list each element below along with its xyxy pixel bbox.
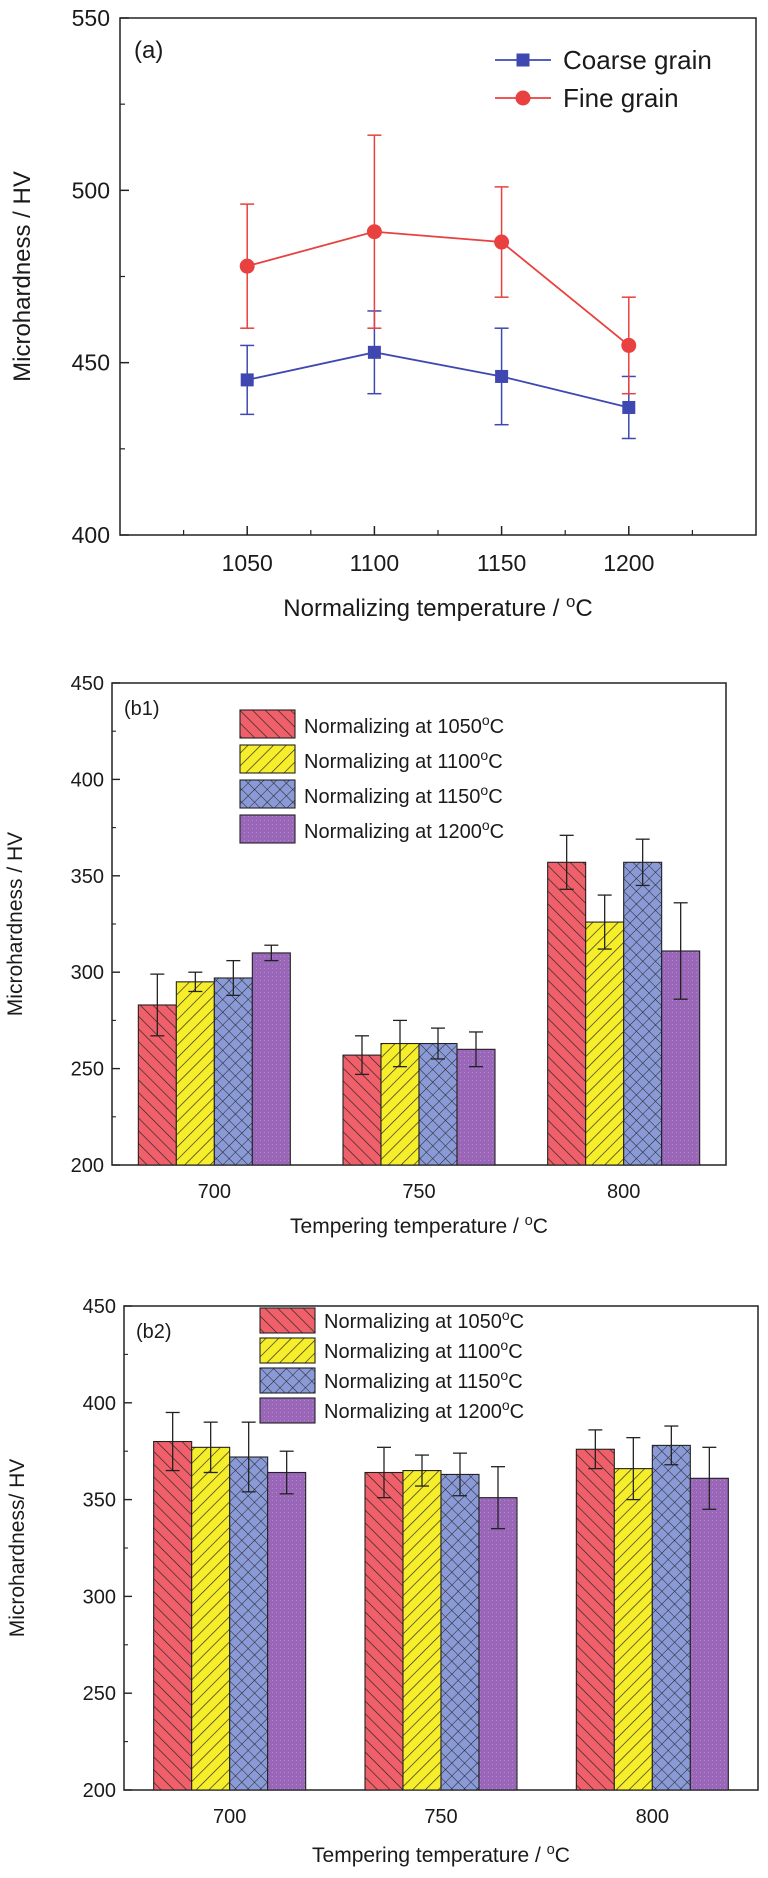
y-tick-label: 200	[71, 1155, 104, 1177]
x-tick-label: 1100	[350, 550, 399, 576]
x-axis-title: Normalizing temperature / oC	[283, 592, 592, 623]
y-axis-title: Microhardness/ HV	[6, 1459, 29, 1638]
bar	[585, 921, 625, 1166]
bar	[613, 1468, 653, 1791]
x-axis-title: Tempering temperature / oC	[290, 1213, 548, 1238]
y-tick-label: 350	[83, 1490, 116, 1512]
bar	[191, 1446, 231, 1791]
y-tick-label: 250	[71, 1059, 104, 1081]
legend-label: Normalizing at 1050oC	[324, 1307, 524, 1333]
bar	[267, 1471, 307, 1791]
series-line-1	[246, 230, 630, 347]
bar	[364, 1471, 404, 1791]
bar	[175, 981, 215, 1166]
x-tick-label: 750	[402, 1181, 435, 1203]
bar	[213, 977, 253, 1166]
x-tick-label: 700	[213, 1806, 246, 1828]
y-tick-label: 500	[72, 177, 110, 203]
bar	[623, 861, 663, 1166]
y-tick-label: 400	[72, 522, 110, 548]
legend-swatch	[259, 1397, 316, 1424]
y-tick-label: 450	[83, 1296, 116, 1318]
data-point-square	[367, 345, 381, 359]
x-tick-label: 800	[607, 1181, 640, 1203]
panel-label: (b2)	[136, 1321, 172, 1343]
legend-swatch	[259, 1337, 316, 1364]
legend-marker	[516, 53, 530, 67]
legend-swatch	[259, 1367, 316, 1394]
data-point-circle	[239, 258, 255, 274]
x-tick-label: 1200	[603, 550, 654, 576]
legend-swatch	[259, 1307, 316, 1334]
y-tick-label: 250	[83, 1683, 116, 1705]
series-line-0	[247, 351, 630, 409]
legend-label: Normalizing at 1200oC	[304, 817, 504, 843]
legend-label: Normalizing at 1100oC	[304, 747, 503, 773]
y-axis-title: Microhardness / HV	[9, 171, 36, 382]
legend-swatch	[239, 709, 296, 739]
bar	[229, 1456, 269, 1791]
legend-label: Normalizing at 1150oC	[304, 782, 503, 808]
panel-a-line-chart: 400 450 500 550 1050 1100 1150 1200 Normalizing …	[9, 5, 757, 623]
legend-marker	[515, 90, 531, 106]
x-tick-label: 800	[636, 1806, 669, 1828]
x-tick-label: 700	[198, 1181, 231, 1203]
data-point-square	[495, 369, 509, 383]
legend-swatch	[239, 779, 296, 809]
legend-label: Coarse grain	[563, 45, 712, 75]
y-tick-label: 400	[83, 1393, 116, 1415]
y-tick-label: 450	[72, 350, 110, 376]
legend-label: Normalizing at 1050oC	[304, 712, 504, 738]
x-axis-title: Tempering temperature / oC	[312, 1842, 570, 1867]
y-tick-label: 400	[71, 769, 104, 791]
y-axis-title: Microhardness / HV	[4, 832, 27, 1016]
panel-label: (a)	[134, 37, 163, 64]
bar	[478, 1497, 518, 1791]
data-point-square	[240, 373, 254, 387]
bar	[418, 1042, 458, 1166]
x-tick-label: 1150	[477, 550, 526, 576]
data-point-square	[622, 400, 636, 414]
y-tick-label: 200	[83, 1780, 116, 1802]
legend-label: Normalizing at 1200oC	[324, 1397, 524, 1423]
bar	[440, 1473, 480, 1791]
legend-swatch	[239, 814, 296, 844]
x-tick-label: 750	[424, 1806, 457, 1828]
bar	[153, 1440, 193, 1791]
legend-swatch	[239, 744, 296, 774]
panel-label: (b1)	[124, 698, 160, 720]
data-point-circle	[366, 224, 382, 240]
y-tick-label: 550	[72, 5, 110, 31]
x-tick-label: 1050	[222, 550, 273, 576]
bar	[547, 861, 587, 1166]
data-point-circle	[621, 337, 637, 353]
legend-label: Normalizing at 1100oC	[324, 1337, 523, 1363]
panel-b1-bar-chart: 200 250 300 350 400 450 700 750 800 Tempering tem…	[4, 673, 727, 1238]
y-tick-label: 300	[71, 962, 104, 984]
legend-label: Fine grain	[563, 83, 679, 113]
panel-b2-bar-chart: 200 250 300 350 400 450 700 750 800 Tempering tem…	[6, 1296, 759, 1867]
bar	[651, 1444, 691, 1791]
y-tick-label: 450	[71, 673, 104, 695]
y-tick-label: 350	[71, 866, 104, 888]
bar	[456, 1048, 496, 1166]
legend-label: Normalizing at 1150oC	[324, 1367, 523, 1393]
bar	[251, 952, 291, 1166]
bar	[402, 1470, 442, 1791]
bar	[689, 1477, 729, 1791]
y-tick-label: 300	[83, 1586, 116, 1608]
bar	[575, 1448, 615, 1791]
data-point-circle	[494, 234, 510, 250]
